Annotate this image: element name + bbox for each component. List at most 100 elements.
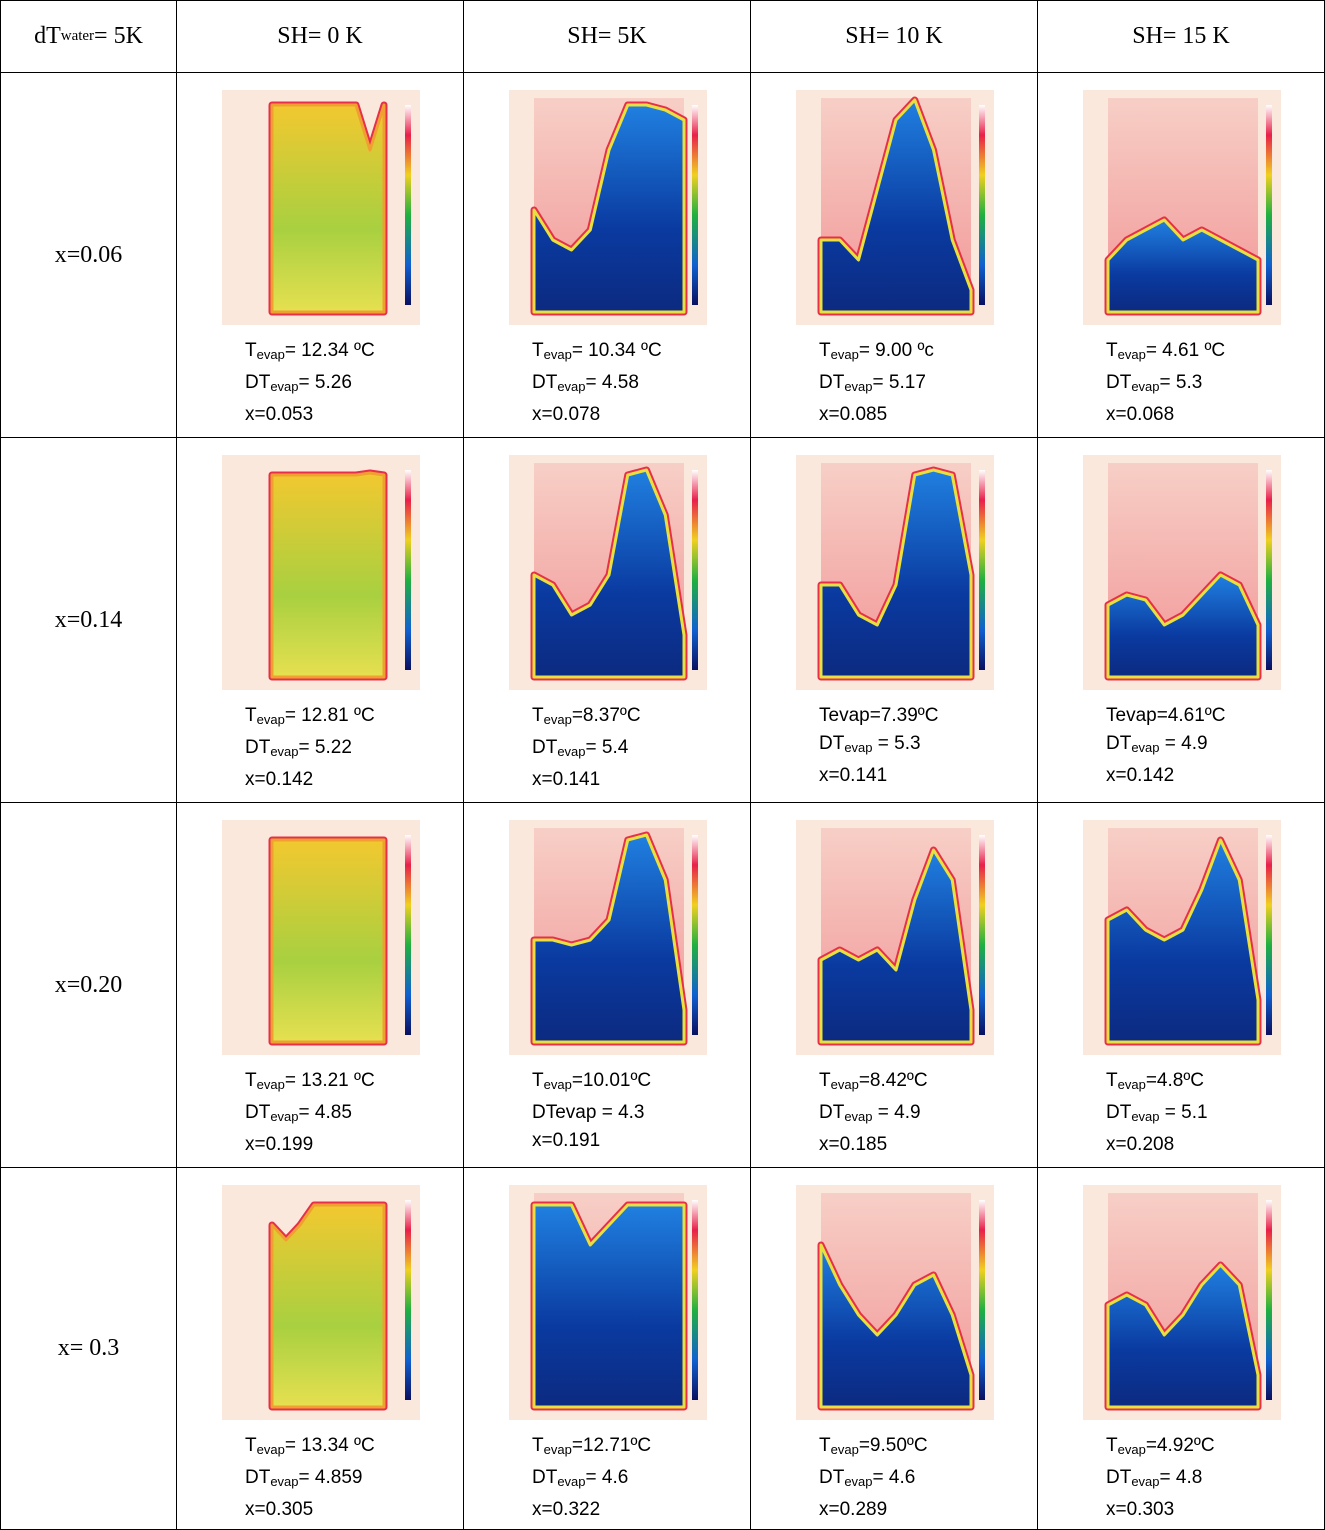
header-cell: SH= 10 K <box>751 0 1038 73</box>
subscript: evap <box>831 347 859 362</box>
subscript: evap <box>1131 1109 1159 1124</box>
text: Tevap=4.61ºC <box>1106 705 1225 726</box>
text-line: DTevap= 5.26 <box>245 369 375 401</box>
text: x=0.289 <box>819 1499 887 1520</box>
text-line: Tevap=9.50ºC <box>819 1432 928 1464</box>
text: x=0.068 <box>1106 404 1174 425</box>
thermal-image <box>796 820 994 1055</box>
text: x=0.078 <box>532 404 600 425</box>
text: = 12.34 ºC <box>285 340 375 361</box>
subscript: evap <box>844 1474 872 1489</box>
text: DT <box>245 1102 270 1123</box>
row-label-text: x=0.14 <box>55 607 123 634</box>
text-line: DTevap= 5.17 <box>819 369 934 401</box>
subscript: evap <box>831 1442 859 1457</box>
text: x=0.185 <box>819 1134 887 1155</box>
text-line: Tevap=4.8ºC <box>1106 1067 1208 1099</box>
subscript: evap <box>1118 347 1146 362</box>
text: x=0.191 <box>532 1130 600 1151</box>
thermal-image <box>1083 820 1281 1055</box>
text: T <box>819 1435 831 1456</box>
text-line: x=0.068 <box>1106 401 1225 429</box>
thermal-image <box>222 455 420 690</box>
thermal-image <box>509 820 707 1055</box>
text-line: DTevap= 4.58 <box>532 369 662 401</box>
text-line: x=0.289 <box>819 1496 928 1524</box>
text: SH= 10 K <box>845 23 943 50</box>
text: x=0.305 <box>245 1499 313 1520</box>
text: DT <box>532 737 557 758</box>
text-line: Tevap= 9.00 ºc <box>819 337 934 369</box>
subscript: evap <box>544 347 572 362</box>
text: DT <box>532 1467 557 1488</box>
text-line: x=0.078 <box>532 401 662 429</box>
text: dT <box>34 23 61 50</box>
text-line: Tevap=4.61ºC <box>1106 702 1225 730</box>
subscript: evap <box>1118 1442 1146 1457</box>
text-line: x=0.141 <box>532 766 641 794</box>
subscript: evap <box>557 744 585 759</box>
subscript: evap <box>557 379 585 394</box>
text: SH= 15 K <box>1132 23 1230 50</box>
text-line: x=0.142 <box>245 766 375 794</box>
text: = 10.34 ºC <box>572 340 662 361</box>
text-line: DTevap= 4.6 <box>532 1464 651 1496</box>
table-cell: Tevap=8.42ºCDTevap = 4.9x=0.185 <box>751 803 1038 1168</box>
text: = 5.3 <box>1160 372 1203 393</box>
text-line: DTevap = 4.9 <box>1106 730 1225 762</box>
text: SH= 5K <box>567 23 647 50</box>
text: DT <box>1106 1102 1131 1123</box>
text: = 5.4 <box>586 737 629 758</box>
cell-text: Tevap=4.61ºCDTevap = 4.9x=0.142 <box>1106 702 1225 790</box>
subscript: evap <box>844 1109 872 1124</box>
subscript: evap <box>257 712 285 727</box>
row-label-text: x= 0.3 <box>58 1335 120 1362</box>
table-cell: Tevap= 9.00 ºcDTevap= 5.17x=0.085 <box>751 73 1038 438</box>
subscript: evap <box>1131 1474 1159 1489</box>
text: T <box>532 1435 544 1456</box>
text: DT <box>245 1467 270 1488</box>
text: T <box>819 340 831 361</box>
header-cell: SH= 0 K <box>177 0 464 73</box>
text: = 4.6 <box>873 1467 916 1488</box>
row-label: x=0.14 <box>0 438 177 803</box>
text: = 5.17 <box>873 372 926 393</box>
text: T <box>1106 1070 1118 1091</box>
text: x=0.303 <box>1106 1499 1174 1520</box>
text-line: x=0.191 <box>532 1127 651 1155</box>
text: x=0.322 <box>532 1499 600 1520</box>
subscript: evap <box>257 347 285 362</box>
text-line: Tevap=8.37ºC <box>532 702 641 734</box>
cell-text: Tevap=8.42ºCDTevap = 4.9x=0.185 <box>819 1067 928 1159</box>
row-label: x=0.20 <box>0 803 177 1168</box>
subscript: evap <box>844 379 872 394</box>
subscript: evap <box>1131 740 1159 755</box>
text-line: Tevap=10.01ºC <box>532 1067 651 1099</box>
cold-region <box>272 840 384 1042</box>
table-cell: Tevap=12.71ºCDTevap= 4.6x=0.322 <box>464 1168 751 1530</box>
text: x=0.141 <box>532 769 600 790</box>
text: x=0.142 <box>245 769 313 790</box>
text: x=0.208 <box>1106 1134 1174 1155</box>
cell-text: Tevap= 12.34 ºC DTevap= 5.26 x=0.053 <box>245 337 375 429</box>
text: =8.37ºC <box>572 705 641 726</box>
text: = 4.61 ºC <box>1146 340 1225 361</box>
text-line: DTevap= 5.22 <box>245 734 375 766</box>
text: =10.01ºC <box>572 1070 651 1091</box>
thermal-image <box>1083 455 1281 690</box>
text: = 13.21 ºC <box>285 1070 375 1091</box>
table-cell: Tevap= 12.81 ºCDTevap= 5.22x=0.142 <box>177 438 464 803</box>
subscript: water <box>61 28 94 45</box>
text: x=0.053 <box>245 404 313 425</box>
cell-text: Tevap= 9.00 ºcDTevap= 5.17x=0.085 <box>819 337 934 429</box>
thermal-image <box>222 820 420 1055</box>
text: = 4.6 <box>586 1467 629 1488</box>
text: T <box>245 340 257 361</box>
text-line: x=0.053 <box>245 401 375 429</box>
text: T <box>245 1070 257 1091</box>
